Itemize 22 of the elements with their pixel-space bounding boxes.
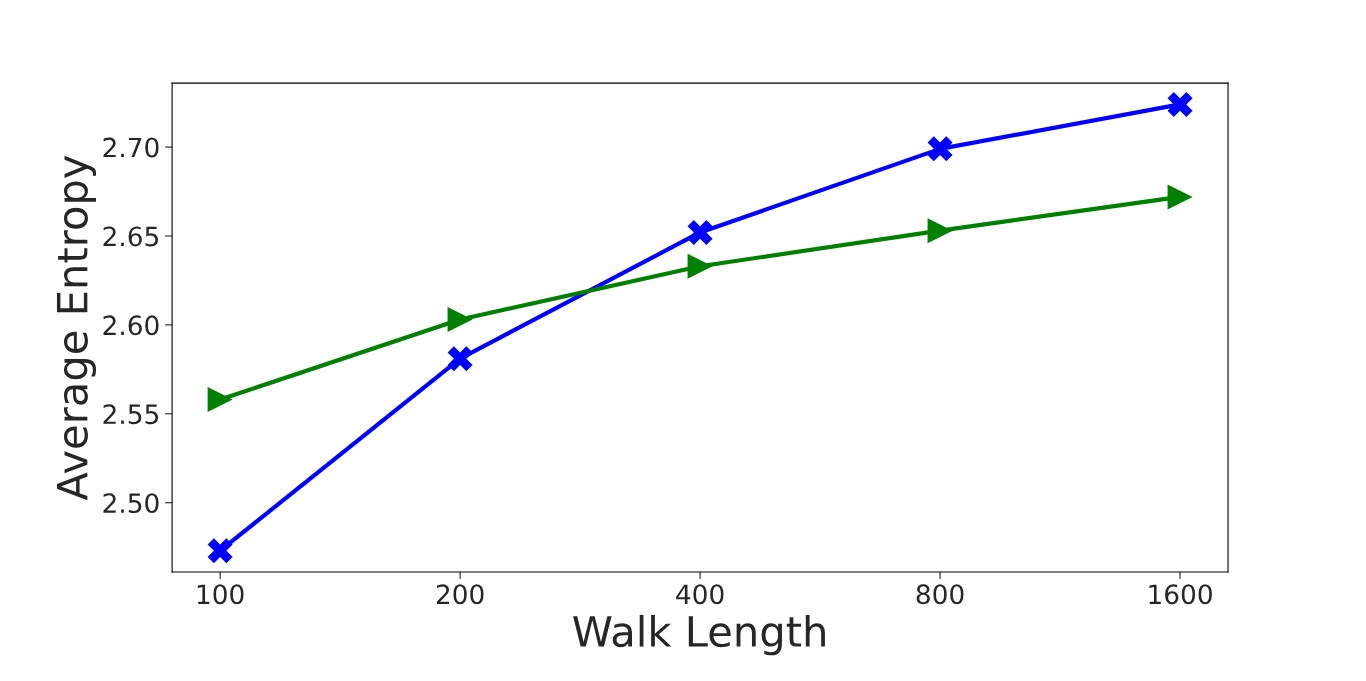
point bbox=[687, 219, 713, 245]
point bbox=[447, 346, 473, 372]
y-tick-label: 2.65 bbox=[103, 226, 159, 247]
point bbox=[927, 218, 953, 244]
point bbox=[1167, 184, 1193, 210]
x-tick-label: 800 bbox=[916, 584, 964, 605]
point bbox=[207, 387, 233, 413]
point bbox=[687, 253, 713, 279]
x-tick-label: 400 bbox=[676, 584, 724, 605]
point bbox=[207, 538, 233, 564]
y-tick-label: 2.55 bbox=[103, 404, 159, 425]
y-axis-title: Average Entropy bbox=[56, 155, 96, 501]
x-tick-label: 100 bbox=[197, 584, 244, 605]
y-tick-label: 2.60 bbox=[103, 315, 159, 336]
point bbox=[927, 136, 953, 162]
x-tick-label: 1600 bbox=[1149, 584, 1212, 605]
y-tick-label: 2.50 bbox=[103, 493, 159, 514]
point bbox=[447, 307, 473, 333]
x-axis-title: Walk Length bbox=[573, 614, 825, 656]
point bbox=[1167, 91, 1193, 117]
x-tick-label: 200 bbox=[436, 584, 484, 605]
y-tick-label: 2.70 bbox=[103, 137, 159, 158]
